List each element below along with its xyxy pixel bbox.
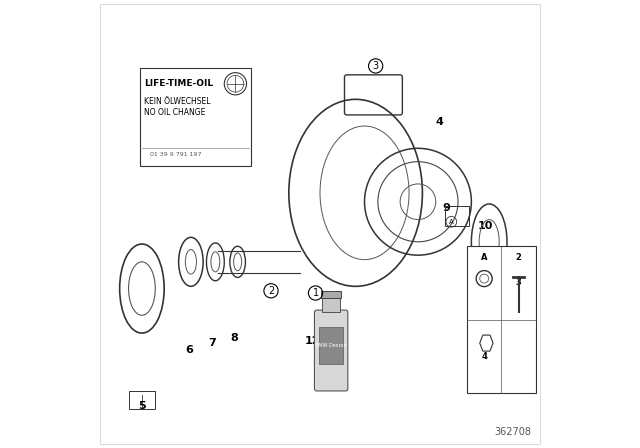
- Text: 01 39 9 791 197: 01 39 9 791 197: [150, 152, 201, 157]
- Bar: [445, 206, 469, 226]
- Bar: [321, 291, 341, 297]
- Text: 1: 1: [312, 288, 319, 298]
- Text: 3: 3: [372, 61, 379, 71]
- Text: BMW Dexron: BMW Dexron: [316, 343, 347, 348]
- Text: A: A: [481, 253, 488, 262]
- Text: 6: 6: [186, 345, 193, 354]
- Text: A: A: [449, 219, 454, 225]
- Bar: [129, 391, 156, 409]
- Text: 2: 2: [268, 286, 274, 296]
- Text: 3: 3: [516, 279, 522, 288]
- Text: LIFE-TIME-OIL: LIFE-TIME-OIL: [144, 79, 213, 88]
- Text: 4: 4: [435, 117, 444, 128]
- Text: 8: 8: [230, 332, 238, 343]
- Text: 11: 11: [228, 138, 243, 147]
- Text: NO OIL CHANGE: NO OIL CHANGE: [144, 108, 205, 117]
- Text: 10: 10: [478, 221, 493, 231]
- Bar: [467, 246, 536, 393]
- FancyBboxPatch shape: [314, 310, 348, 391]
- Text: 4: 4: [481, 352, 487, 361]
- Text: 12: 12: [305, 336, 320, 346]
- Text: 2: 2: [516, 253, 522, 262]
- Text: 5: 5: [138, 401, 146, 411]
- Text: 362708: 362708: [495, 427, 531, 437]
- Text: 9: 9: [442, 203, 450, 213]
- Text: KEIN ÖLWECHSEL: KEIN ÖLWECHSEL: [144, 97, 211, 106]
- Bar: [319, 327, 343, 364]
- Bar: [140, 68, 251, 166]
- Bar: [323, 297, 340, 312]
- Text: 7: 7: [208, 338, 216, 348]
